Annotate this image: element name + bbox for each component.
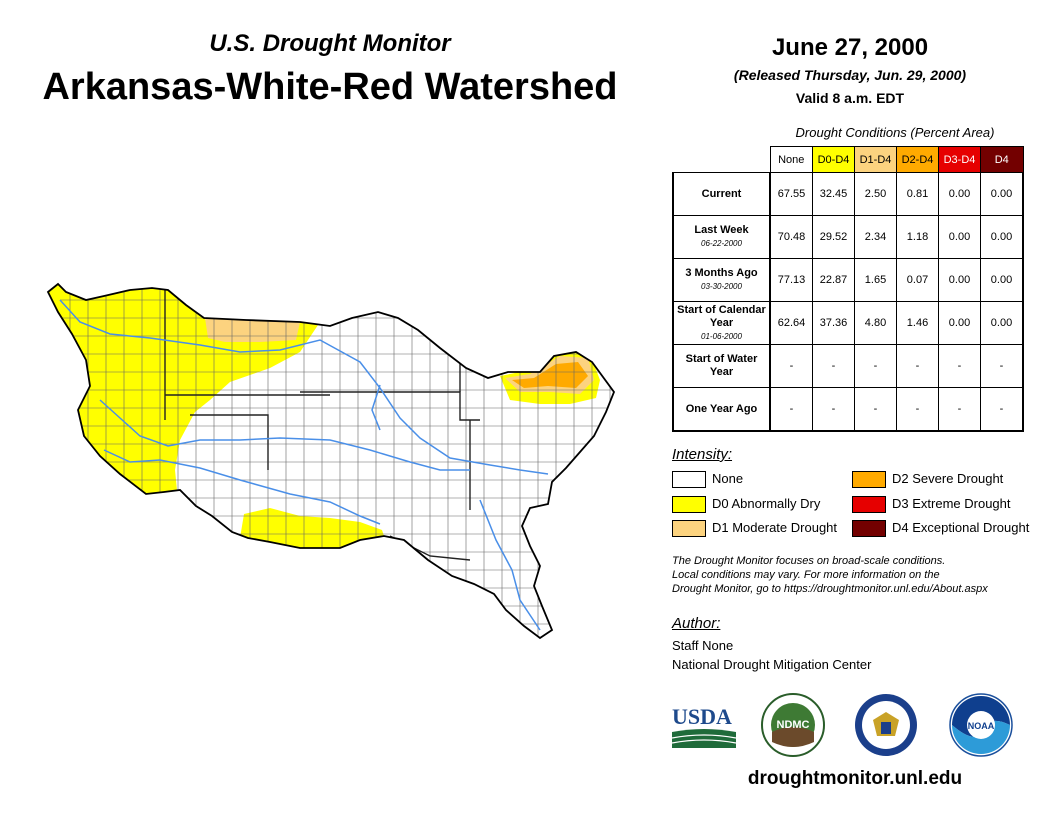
table-row: One Year Ago - - - - - - [672, 387, 1024, 432]
usda-logo: USDA [671, 704, 737, 748]
col-d3-d4: D3-D4 [938, 146, 981, 173]
legend-item-d4: D4 Exceptional Drought [852, 519, 1029, 538]
row-label: One Year Ago [672, 387, 771, 432]
author-name: Staff None [672, 638, 734, 653]
watershed-map [46, 282, 616, 640]
table-row: Start of Calendar Year 01-06-2000 62.64 3… [672, 301, 1024, 345]
table-row: Last Week 06-22-2000 70.48 29.52 2.34 1.1… [672, 215, 1024, 259]
swatch-d1 [672, 520, 706, 538]
map-title: Arkansas-White-Red Watershed [42, 66, 618, 108]
map-date: June 27, 2000 [771, 34, 929, 61]
table-cell: 0.00 [938, 172, 981, 216]
legend-item-d1: D1 Moderate Drought [672, 519, 837, 538]
row-label: Last Week 06-22-2000 [672, 215, 771, 259]
rivers [59, 299, 549, 631]
table-cell: 2.50 [854, 172, 897, 216]
table-cell: 37.36 [812, 301, 855, 345]
table-cell: 0.00 [980, 215, 1024, 259]
svg-text:NDMC: NDMC [777, 719, 810, 731]
table-caption: Drought Conditions (Percent Area) [795, 125, 995, 140]
col-d4: D4 [980, 146, 1024, 173]
table-cell: 0.00 [980, 172, 1024, 216]
table-row: Start of Water Year - - - - - - [672, 344, 1024, 388]
table-cell: 2.34 [854, 215, 897, 259]
table-cell: 1.46 [896, 301, 939, 345]
row-label: Current [672, 172, 771, 216]
svg-text:USDA: USDA [672, 704, 732, 729]
table-row: 3 Months Ago 03-30-2000 77.13 22.87 1.65 … [672, 258, 1024, 302]
table-cell: 32.45 [812, 172, 855, 216]
table-cell: 1.18 [896, 215, 939, 259]
table-cell: - [854, 344, 897, 388]
map-subtitle: U.S. Drought Monitor [209, 30, 451, 57]
table-cell: 0.00 [980, 258, 1024, 302]
table-cell: - [812, 344, 855, 388]
release-date: (Released Thursday, Jun. 29, 2000) [733, 67, 967, 83]
table-cell: - [980, 344, 1024, 388]
col-d1-d4: D1-D4 [854, 146, 897, 173]
table-cell: 0.00 [980, 301, 1024, 345]
swatch-d3 [852, 496, 886, 514]
svg-text:NOAA: NOAA [968, 721, 995, 731]
table-cell: - [938, 344, 981, 388]
table-cell: - [896, 387, 939, 432]
table-cell: 62.64 [769, 301, 813, 345]
swatch-d0 [672, 496, 706, 514]
swatch-d4 [852, 520, 886, 538]
drought-stats-table: None D0-D4 D1-D4 D2-D4 D3-D4 D4 Current … [672, 146, 1024, 432]
legend-item-none: None [672, 470, 743, 489]
valid-time: Valid 8 a.m. EDT [795, 90, 905, 106]
col-d0-d4: D0-D4 [812, 146, 855, 173]
table-cell: - [896, 344, 939, 388]
table-cell: 70.48 [769, 215, 813, 259]
table-cell: - [980, 387, 1024, 432]
d2-east-area [512, 362, 588, 388]
watershed-outline [46, 282, 616, 640]
ndmc-logo: NDMC [761, 693, 825, 757]
col-d2-d4: D2-D4 [896, 146, 939, 173]
table-cell: - [938, 387, 981, 432]
author-org: National Drought Mitigation Center [672, 657, 872, 672]
table-cell: - [769, 344, 813, 388]
table-cell: 1.65 [854, 258, 897, 302]
noaa-logo: NOAA [949, 693, 1013, 757]
legend-item-d2: D2 Severe Drought [852, 470, 1003, 489]
row-label: Start of Water Year [672, 344, 771, 388]
swatch-d2 [852, 471, 886, 489]
table-cell: - [854, 387, 897, 432]
table-cell: 0.00 [938, 258, 981, 302]
legend-item-d0: D0 Abnormally Dry [672, 495, 820, 514]
row-label: Start of Calendar Year 01-06-2000 [672, 301, 771, 345]
col-none: None [769, 146, 813, 173]
table-cell: 77.13 [769, 258, 813, 302]
table-cell: - [769, 387, 813, 432]
legend-title: Intensity: [672, 446, 733, 463]
table-cell: 0.07 [896, 258, 939, 302]
website-url: droughtmonitor.unl.edu [747, 768, 963, 789]
table-cell: - [812, 387, 855, 432]
table-cell: 4.80 [854, 301, 897, 345]
table-cell: 0.81 [896, 172, 939, 216]
table-cell: 29.52 [812, 215, 855, 259]
table-cell: 0.00 [938, 301, 981, 345]
table-cell: 67.55 [769, 172, 813, 216]
table-row: Current 67.55 32.45 2.50 0.81 0.00 0.00 [672, 172, 1024, 216]
d0-south-area [240, 508, 388, 552]
swatch-none [672, 471, 706, 489]
legend-item-d3: D3 Extreme Drought [852, 495, 1011, 514]
row-label: 3 Months Ago 03-30-2000 [672, 258, 771, 302]
table-cell: 0.00 [938, 215, 981, 259]
commerce-seal [855, 694, 917, 756]
table-cell: 22.87 [812, 258, 855, 302]
author-title: Author: [672, 615, 721, 632]
disclaimer-note: The Drought Monitor focuses on broad-sca… [672, 555, 988, 595]
